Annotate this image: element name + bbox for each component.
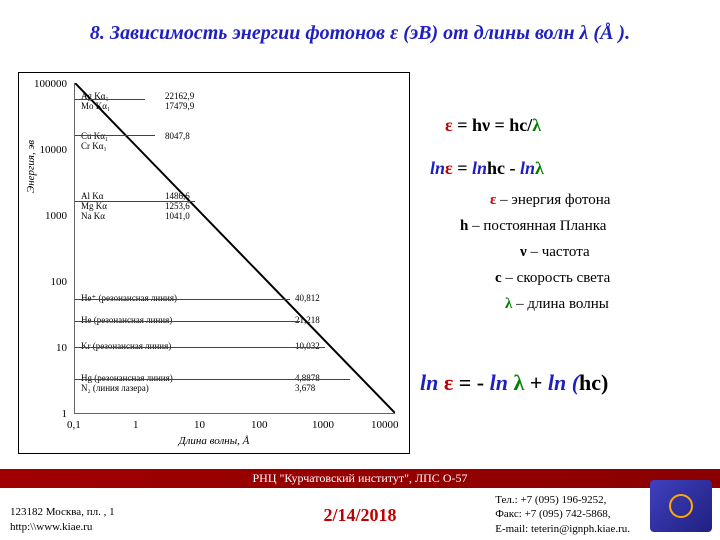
- pt-cu: Cu Kα₁Cr Kα₁: [81, 131, 108, 151]
- xtick-1: 1: [133, 419, 139, 431]
- xtick-2: 10: [194, 419, 205, 431]
- ytick-1: 1: [19, 408, 67, 420]
- xtick-0: 0,1: [67, 419, 81, 431]
- pt-cu-v: 8047,8: [165, 131, 190, 141]
- def-c: c – скорость света: [495, 270, 610, 287]
- pt-al-v: 1486,61253,61041,0: [165, 191, 190, 221]
- chart-container: Ag Kα₁Mo Kα₁ 22162,917479,9 Cu Kα₁Cr Kα₁…: [18, 72, 410, 454]
- eq-log: lnε = lnhc - lnλ: [430, 158, 544, 179]
- pt-kr-v: 10,032: [295, 341, 320, 351]
- eq-main: ε = hν = hc/λ: [445, 115, 541, 136]
- ytick-100000: 100000: [19, 78, 67, 90]
- x-axis-label: Длина волны, Å: [19, 435, 409, 447]
- xtick-5: 10000: [371, 419, 399, 431]
- def-nu: ν – частота: [520, 244, 590, 261]
- y-axis-label: Энергия, эв: [25, 140, 37, 193]
- pt-hg-v: 4,88783,678: [295, 373, 320, 393]
- footer-contact: Тел.: +7 (095) 196-9252,Факс: +7 (095) 7…: [495, 493, 630, 536]
- xtick-3: 100: [251, 419, 268, 431]
- ytick-1000: 1000: [19, 210, 67, 222]
- pt-kr: Kr (резонансная линия): [81, 341, 171, 351]
- pt-hg: Hg (резонансная линия)N₂ (линия лазера): [81, 373, 173, 393]
- institute-logo: [650, 480, 712, 532]
- def-h: h – постоянная Планка: [460, 218, 606, 235]
- pt-he2: He (резонансная линия): [81, 315, 172, 325]
- logo-icon: [669, 494, 693, 518]
- pt-he2-v: 21,218: [295, 315, 320, 325]
- ytick-10: 10: [19, 342, 67, 354]
- def-lam: λ – длина волны: [505, 296, 609, 313]
- chart-line: [75, 83, 395, 413]
- ytick-100: 100: [19, 276, 67, 288]
- pt-ag-v: 22162,917479,9: [165, 91, 194, 111]
- def-eps: ε – энергия фотона: [490, 192, 610, 209]
- footer-bar: РНЦ "Курчатовский институт", ЛПС О-57: [0, 469, 720, 488]
- plot-area: Ag Kα₁Mo Kα₁ 22162,917479,9 Cu Kα₁Cr Kα₁…: [74, 83, 395, 414]
- eq-final: ln ε = - ln λ + ln (hc): [420, 370, 608, 396]
- pt-he-v: 40,812: [295, 293, 320, 303]
- slide-title: 8. Зависимость энергии фотонов ε (эВ) от…: [0, 22, 720, 45]
- xtick-4: 1000: [312, 419, 334, 431]
- pt-al: Al KαMg KαNa Kα: [81, 191, 107, 221]
- pt-ag: Ag Kα₁Mo Kα₁: [81, 91, 110, 111]
